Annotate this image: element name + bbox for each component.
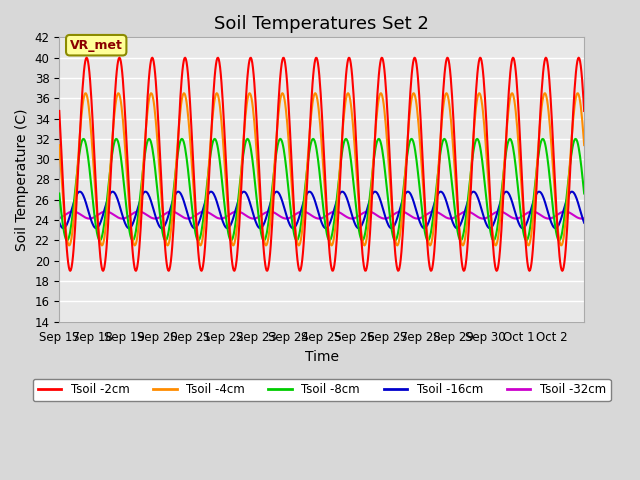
Text: VR_met: VR_met [70, 39, 123, 52]
X-axis label: Time: Time [305, 350, 339, 364]
Legend: Tsoil -2cm, Tsoil -4cm, Tsoil -8cm, Tsoil -16cm, Tsoil -32cm: Tsoil -2cm, Tsoil -4cm, Tsoil -8cm, Tsoi… [33, 379, 611, 401]
Y-axis label: Soil Temperature (C): Soil Temperature (C) [15, 108, 29, 251]
Title: Soil Temperatures Set 2: Soil Temperatures Set 2 [214, 15, 429, 33]
